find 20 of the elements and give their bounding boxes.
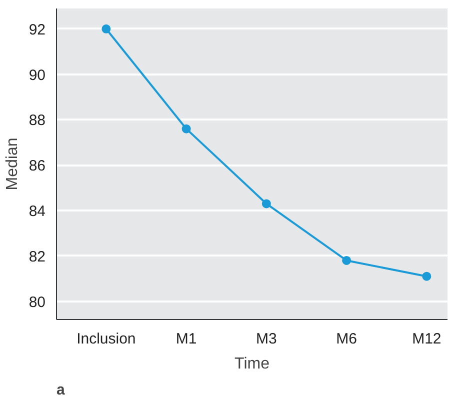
x-tick-label: M12 xyxy=(412,330,442,348)
y-tick-label: 82 xyxy=(28,248,46,266)
x-tick-label: M1 xyxy=(176,330,197,348)
text: a xyxy=(56,382,66,398)
x-tick-label: Inclusion xyxy=(76,330,136,348)
point xyxy=(102,24,111,34)
y-tick-label: 86 xyxy=(28,158,46,175)
y-tick-label: 88 xyxy=(28,112,46,130)
x-tick-label: M6 xyxy=(336,330,357,348)
point xyxy=(182,124,191,134)
x-axis-title: Time xyxy=(234,356,270,372)
y-tick-label: 90 xyxy=(28,66,46,84)
y-tick-label: 80 xyxy=(28,294,46,311)
point xyxy=(262,199,271,208)
x-tick-label: M3 xyxy=(256,330,277,348)
y-tick-label: 92 xyxy=(28,21,46,38)
y-tick-label: 84 xyxy=(28,203,46,220)
point xyxy=(422,272,432,281)
point xyxy=(342,256,352,265)
y-axis-title: Median xyxy=(4,138,21,190)
